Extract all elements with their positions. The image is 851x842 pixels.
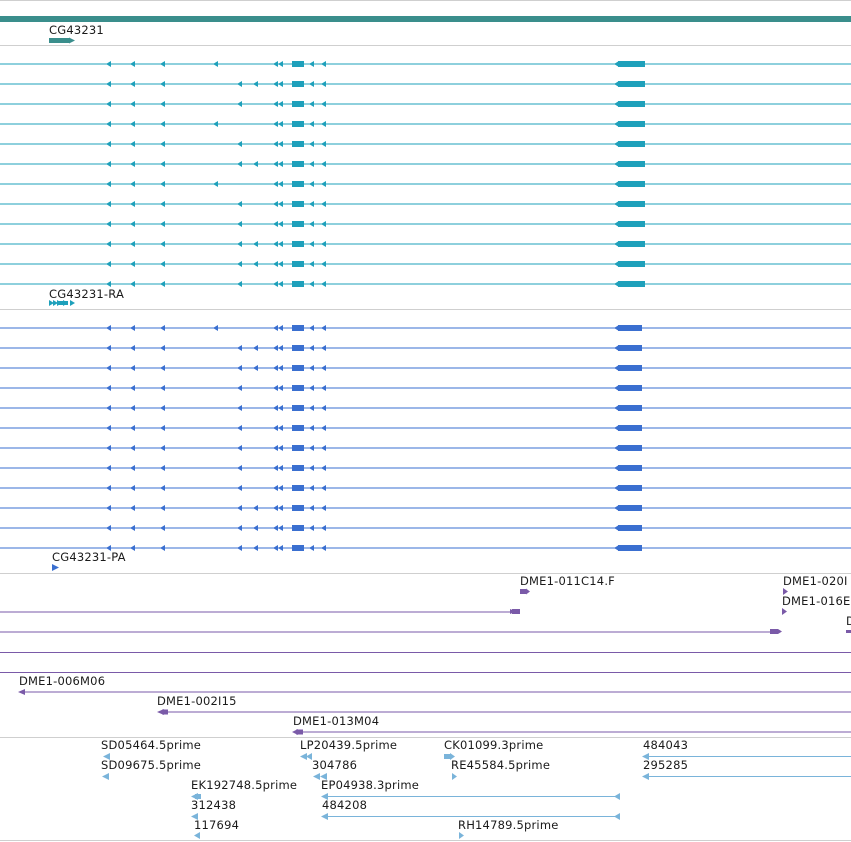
bac-clone-feature[interactable] [0, 652, 851, 653]
est-feature[interactable] [321, 793, 620, 800]
transcript-ra-row[interactable] [0, 141, 851, 147]
est-label[interactable]: RE45584.5prime [451, 758, 551, 772]
est-feature[interactable] [321, 813, 620, 820]
bac-clone-feature[interactable] [18, 689, 851, 695]
transcript-ra-row[interactable] [0, 221, 851, 227]
est-track-graphics [102, 753, 851, 839]
est-feature[interactable] [642, 753, 851, 760]
transcript-pa-row[interactable] [0, 445, 851, 451]
bac-clone-feature[interactable] [0, 629, 851, 634]
gene-span-bar[interactable] [0, 16, 851, 22]
est-label[interactable]: 295285 [643, 758, 689, 772]
est-label[interactable]: LP20439.5prime [300, 738, 398, 752]
bac-label[interactable]: DME1-020I [783, 574, 848, 588]
transcript-ra-row[interactable] [0, 61, 851, 67]
est-feature[interactable] [194, 832, 200, 839]
transcript-pa-row[interactable] [0, 545, 851, 551]
track-separator [0, 45, 851, 46]
gene-track-graphics [0, 16, 851, 44]
bac-clone-feature[interactable] [157, 709, 851, 715]
transcript-ra-row[interactable] [0, 81, 851, 87]
est-feature[interactable] [191, 813, 198, 820]
transcript-ra-graphics [0, 61, 851, 306]
est-label[interactable]: SD09675.5prime [101, 758, 202, 772]
track-separator [0, 309, 851, 310]
est-label[interactable]: 484208 [322, 798, 368, 812]
transcript-pa-row[interactable] [0, 405, 851, 411]
transcript-ra-row[interactable] [0, 181, 851, 187]
est-feature[interactable] [444, 753, 455, 760]
transcript-pa-row[interactable] [0, 425, 851, 431]
est-label[interactable]: EP04938.3prime [321, 778, 420, 792]
transcript-pa-track: CG43231-PA [0, 310, 851, 573]
bottom-border [0, 840, 851, 841]
est-feature[interactable] [103, 753, 110, 760]
transcript-pa-feature-glyph[interactable] [52, 564, 59, 571]
track-separator [0, 737, 851, 738]
transcript-ra-feature-glyph[interactable] [49, 300, 75, 306]
est-label[interactable]: SD05464.5prime [101, 738, 202, 752]
bac-label[interactable]: DME1-002I15 [157, 694, 237, 708]
bac-label[interactable]: D [846, 614, 851, 628]
bac-clone-feature[interactable] [783, 588, 788, 595]
bac-clone-feature[interactable] [0, 608, 851, 615]
est-label[interactable]: RH14789.5prime [458, 818, 559, 832]
transcript-pa-row[interactable] [0, 485, 851, 491]
est-feature[interactable] [642, 773, 851, 780]
transcript-ra-row[interactable] [0, 281, 851, 287]
transcript-ra-row[interactable] [0, 101, 851, 107]
est-label[interactable]: 304786 [312, 758, 358, 772]
transcript-pa-label[interactable]: CG43231-PA [52, 550, 126, 564]
transcript-pa-row[interactable] [0, 505, 851, 511]
transcript-ra-row[interactable] [0, 261, 851, 267]
transcript-ra-row[interactable] [0, 241, 851, 247]
transcript-ra-track: CG43231-RA [0, 46, 851, 309]
est-feature[interactable] [191, 793, 201, 800]
transcript-pa-row[interactable] [0, 525, 851, 531]
transcript-ra-label[interactable]: CG43231-RA [49, 287, 125, 301]
bac-clone-feature[interactable] [0, 609, 520, 614]
transcript-ra-row[interactable] [0, 161, 851, 167]
bac-label[interactable]: DME1-011C14.F [520, 574, 615, 588]
gene-track: CG43231 [0, 0, 851, 45]
bac-clone-feature[interactable] [520, 588, 530, 595]
est-feature[interactable] [300, 753, 312, 760]
transcript-pa-row[interactable] [0, 385, 851, 391]
gene-label[interactable]: CG43231 [49, 23, 104, 37]
bac-label[interactable]: DME1-016E [782, 594, 851, 608]
bac-clone-feature[interactable] [0, 672, 851, 673]
transcript-pa-row[interactable] [0, 345, 851, 351]
transcript-pa-row[interactable] [0, 465, 851, 471]
bac-label[interactable]: DME1-013M04 [293, 714, 380, 728]
bac-clone-feature[interactable] [292, 729, 851, 735]
transcript-ra-row[interactable] [0, 121, 851, 127]
est-label[interactable]: 484043 [643, 738, 689, 752]
est-feature[interactable] [452, 773, 457, 780]
bac-label[interactable]: DME1-006M06 [19, 674, 106, 688]
top-border [0, 0, 851, 1]
track-separator [0, 573, 851, 574]
bac-track: DME1-011C14.F DME1-020I DME1-016E D DME1… [0, 574, 851, 737]
est-label[interactable]: EK192748.5prime [191, 778, 298, 792]
gene-feature-glyph[interactable] [49, 37, 75, 44]
est-feature[interactable] [102, 773, 109, 780]
est-feature[interactable] [313, 773, 327, 780]
est-label[interactable]: 312438 [191, 798, 237, 812]
est-feature[interactable] [459, 832, 464, 839]
est-label[interactable]: 117694 [194, 818, 240, 832]
transcript-ra-row[interactable] [0, 201, 851, 207]
transcript-pa-row[interactable] [0, 325, 851, 331]
est-label[interactable]: CK01099.3prime [444, 738, 544, 752]
est-track: SD05464.5prime LP20439.5prime CK01099.3p… [0, 738, 851, 840]
transcript-pa-graphics [0, 325, 851, 571]
transcript-pa-row[interactable] [0, 365, 851, 371]
bac-track-graphics [0, 588, 851, 735]
